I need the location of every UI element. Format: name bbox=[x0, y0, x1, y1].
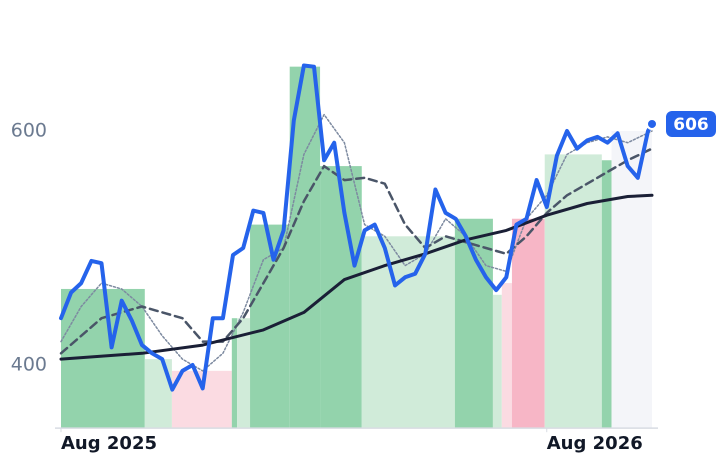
zone bbox=[171, 370, 232, 429]
x-tick-label: Aug 2025 bbox=[61, 433, 157, 454]
zone bbox=[144, 359, 172, 429]
last-point bbox=[646, 117, 658, 130]
zone bbox=[320, 166, 362, 429]
y-tick-label: 600 bbox=[11, 120, 47, 142]
y-tick-label: 400 bbox=[11, 354, 47, 376]
last-value-pill bbox=[666, 110, 716, 137]
zone bbox=[237, 318, 251, 429]
x-tick-label: Aug 2026 bbox=[547, 433, 643, 454]
zones bbox=[55, 66, 658, 429]
zone bbox=[511, 218, 545, 429]
series-line bbox=[59, 193, 654, 361]
zone bbox=[492, 294, 502, 429]
zone bbox=[544, 154, 602, 429]
zone bbox=[611, 131, 652, 429]
zone bbox=[231, 318, 238, 429]
labels: 400 600 Aug 2025 Aug 2026 606 bbox=[11, 110, 716, 454]
lines bbox=[59, 63, 654, 392]
last-value-label: 606 bbox=[673, 115, 709, 135]
series-line bbox=[59, 63, 654, 392]
zone bbox=[601, 160, 612, 429]
zone bbox=[501, 283, 512, 429]
zone bbox=[361, 236, 455, 429]
